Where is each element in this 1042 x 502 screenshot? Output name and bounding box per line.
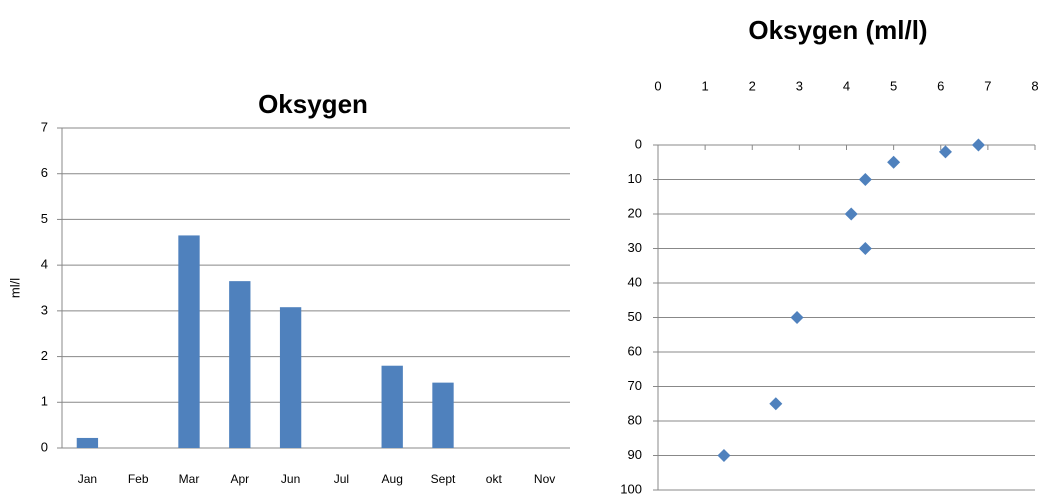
x-tick-label: 3 xyxy=(796,78,803,93)
x-tick-label: 2 xyxy=(749,78,756,93)
x-tick-label: okt xyxy=(486,472,503,486)
y-tick-label: 20 xyxy=(628,205,642,220)
x-tick-label: Jun xyxy=(281,472,300,486)
y-tick-label: 1 xyxy=(41,394,48,409)
x-tick-label: Jan xyxy=(78,472,97,486)
y-tick-label: 40 xyxy=(628,274,642,289)
y-axis-label: ml/l xyxy=(7,278,22,298)
y-tick-label: 6 xyxy=(41,165,48,180)
bar xyxy=(229,281,251,448)
chart-title: Oksygen (ml/l) xyxy=(748,15,927,45)
y-tick-label: 0 xyxy=(635,136,642,151)
bar xyxy=(76,437,99,448)
chart-title: Oksygen xyxy=(258,89,368,119)
y-tick-label: 80 xyxy=(628,412,642,427)
x-tick-label: Mar xyxy=(179,472,200,486)
x-tick-label: Sept xyxy=(431,472,456,486)
y-tick-label: 4 xyxy=(41,257,48,272)
point xyxy=(858,242,872,255)
y-tick-label: 10 xyxy=(628,171,642,186)
bar xyxy=(381,365,403,448)
point xyxy=(717,449,731,462)
y-tick-label: 90 xyxy=(628,447,642,462)
y-tick-label: 30 xyxy=(628,240,642,255)
x-tick-label: Jul xyxy=(334,472,349,486)
x-tick-label: 1 xyxy=(702,78,709,93)
y-tick-label: 0 xyxy=(41,439,48,454)
x-tick-label: 6 xyxy=(937,78,944,93)
bar xyxy=(432,382,454,448)
point xyxy=(858,173,872,186)
bar xyxy=(279,307,302,448)
x-tick-label: 0 xyxy=(654,78,661,93)
x-tick-label: 7 xyxy=(984,78,991,93)
x-tick-label: Aug xyxy=(382,472,403,486)
x-tick-label: 8 xyxy=(1031,78,1038,93)
point xyxy=(887,155,901,169)
x-tick-label: Feb xyxy=(128,472,149,486)
x-tick-label: Nov xyxy=(534,472,555,486)
y-tick-label: 100 xyxy=(620,481,642,496)
y-tick-label: 5 xyxy=(41,211,48,226)
point xyxy=(971,138,985,152)
bar xyxy=(178,235,200,448)
point xyxy=(844,207,858,221)
y-tick-label: 3 xyxy=(41,302,48,317)
y-tick-label: 7 xyxy=(41,119,48,134)
x-tick-label: 5 xyxy=(890,78,897,93)
x-tick-label: Apr xyxy=(230,472,249,486)
y-tick-label: 2 xyxy=(41,348,48,363)
point xyxy=(769,397,783,411)
y-tick-label: 50 xyxy=(628,309,642,324)
x-tick-label: 4 xyxy=(843,78,850,93)
y-tick-label: 60 xyxy=(628,343,642,358)
point xyxy=(938,145,952,159)
y-tick-label: 70 xyxy=(628,378,642,393)
point xyxy=(790,311,804,324)
